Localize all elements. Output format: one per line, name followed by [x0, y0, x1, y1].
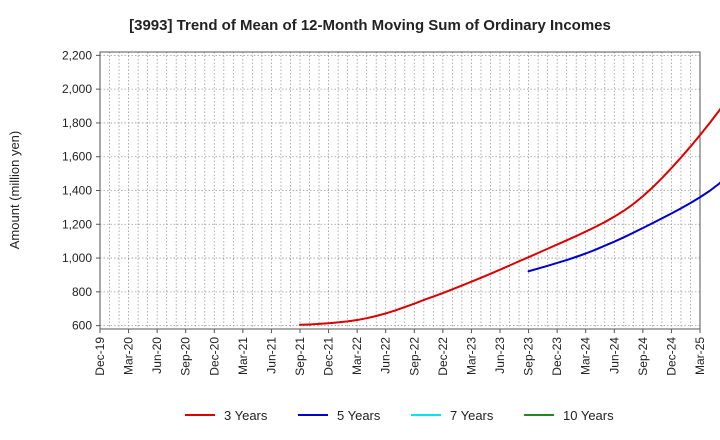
x-tick-label: Sep-23	[522, 337, 536, 376]
x-tick-label: Sep-20	[179, 337, 193, 376]
x-tick-label: Mar-20	[122, 337, 136, 375]
x-tick-label: Mar-24	[579, 337, 593, 375]
legend-label: 10 Years	[563, 408, 614, 423]
chart-title: [3993] Trend of Mean of 12-Month Moving …	[129, 17, 611, 34]
x-tick-label: Dec-24	[664, 337, 678, 376]
y-tick-label: 1,800	[62, 116, 92, 130]
y-tick-label: 1,000	[62, 251, 92, 265]
grid	[100, 52, 700, 329]
legend-label: 5 Years	[337, 408, 381, 423]
x-tick-label: Dec-21	[322, 337, 336, 376]
x-tick-label: Dec-19	[93, 337, 107, 376]
x-tick-label: Jun-22	[379, 337, 393, 374]
x-tick-label: Sep-22	[407, 337, 421, 376]
y-axis: 600 800 1,000 1,200 1,400 1,600 1,800 2,000 2,20…	[62, 48, 100, 333]
y-tick-label: 800	[72, 285, 92, 299]
x-tick-label: Dec-20	[207, 337, 221, 376]
x-tick-label: Dec-22	[436, 337, 450, 376]
x-axis: Dec-19 Mar-20 Jun-20 Sep-20 Dec-20 Mar-21 Jun-…	[93, 329, 707, 376]
x-tick-label: Jun-20	[150, 337, 164, 374]
x-tick-label: Mar-22	[350, 337, 364, 375]
plot-frame	[99, 51, 701, 330]
y-tick-label: 1,400	[62, 184, 92, 198]
legend: 3 Years 5 Years 7 Years 10 Years	[185, 408, 614, 423]
x-tick-label: Mar-23	[464, 337, 478, 375]
series-layer	[299, 107, 720, 326]
x-tick-label: Mar-21	[236, 337, 250, 375]
y-tick-label: 1,200	[62, 217, 92, 231]
series-line-3-years	[299, 107, 720, 326]
y-tick-label: 2,000	[62, 82, 92, 96]
x-tick-label: Jun-24	[607, 337, 621, 374]
legend-label: 3 Years	[224, 408, 268, 423]
y-axis-label: Amount (million yen)	[7, 131, 22, 250]
x-tick-label: Sep-24	[636, 337, 650, 376]
series-line-5-years	[527, 181, 720, 273]
x-tick-label: Mar-25	[693, 337, 707, 375]
y-tick-label: 1,600	[62, 150, 92, 164]
y-tick-label: 2,200	[62, 48, 92, 62]
legend-label: 7 Years	[450, 408, 494, 423]
y-tick-label: 600	[72, 319, 92, 333]
x-tick-label: Dec-23	[550, 337, 564, 376]
x-tick-label: Jun-23	[493, 337, 507, 374]
x-tick-label: Sep-21	[293, 337, 307, 376]
x-tick-label: Jun-21	[264, 337, 278, 374]
